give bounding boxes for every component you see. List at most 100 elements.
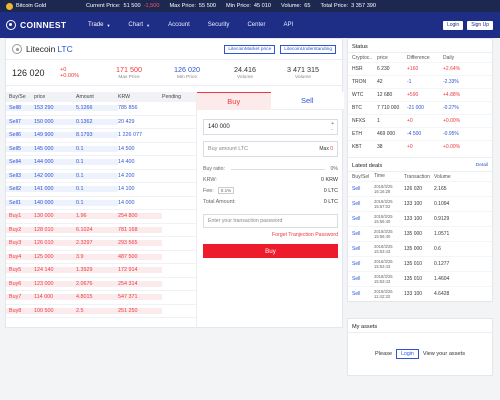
fee-label-group: Fee: 0.1% [203, 187, 235, 194]
buy-order-amount: 3.9 [76, 253, 118, 260]
deal-clock: 15:56:40 [374, 234, 391, 239]
tab-sell[interactable]: Sell [270, 92, 344, 110]
market-price-button[interactable]: LitecoinMarket price [224, 44, 276, 54]
buy-order-row[interactable]: Buy7 114 000 4.8015 547 371 [6, 291, 196, 305]
buy-order-row[interactable]: Buy4 125 000 3.9 487 500 [6, 251, 196, 264]
change-value: +0 [60, 66, 67, 73]
total-volume-stat: 3 471 315 Volume [274, 65, 332, 80]
sell-order-row[interactable]: Sell1 140 000 0.1 14 000 [6, 197, 196, 210]
buy-order-row[interactable]: Buy5 124 140 1.3929 172 914 [6, 264, 196, 278]
sell-order-row[interactable]: Sell6 149 900 8.1793 1 226 077 [6, 129, 196, 143]
sell-order-label: Sell6 [6, 132, 34, 139]
logo[interactable]: COINNEST [6, 20, 88, 30]
nav-account[interactable]: Account [168, 22, 190, 28]
sell-order-row[interactable]: Sell7 150 000 0.1362 20 429 [6, 116, 196, 129]
sell-order-row[interactable]: Sell5 145 000 0.1 14 500 [6, 143, 196, 156]
buy-order-krw: 251 250 [118, 307, 162, 314]
total-price-value: 3 357 390 [351, 3, 377, 9]
krw-value: 0 KRW [321, 177, 338, 183]
price-input[interactable]: 140 000 + - [203, 119, 338, 135]
max-amount[interactable]: Max 0 [319, 146, 333, 152]
forgot-password-link[interactable]: Forget Tranjection Password [271, 232, 338, 238]
status-row[interactable]: TRON 42 -1 -2.33% [348, 75, 492, 88]
sell-order-krw: 14 200 [118, 172, 135, 179]
sell-order-price: 144 000 [34, 159, 76, 166]
logo-text: COINNEST [20, 20, 67, 30]
sell-order-row[interactable]: Sell4 144 000 0.1 14 400 [6, 156, 196, 170]
buy-order-row[interactable]: Buy1 130 000 1.96 254 800 [6, 210, 196, 224]
buy-order-row[interactable]: Buy8 100 500 2.5 251 250 [6, 305, 196, 318]
order-book-header: Buy/Se price Amount KRW Pending [6, 92, 196, 102]
deal-row: Sell 2018/3/25 15:53:43 135 000 0.6 [348, 241, 492, 256]
password-input[interactable]: Enter your transaction password [203, 214, 338, 228]
status-price: 42 [377, 79, 383, 85]
sell-order-amount: 8.1793 [76, 132, 118, 139]
status-price: 1 [377, 118, 380, 124]
login-button[interactable]: Login [442, 20, 464, 30]
buy-order-row[interactable]: Buy3 126 010 2.3297 293 565 [6, 237, 196, 251]
status-price: 6 230 [377, 66, 390, 72]
status-row[interactable]: NFXS 1 +0 +0.00% [348, 114, 492, 127]
nav-security[interactable]: Security [208, 22, 230, 28]
deals-detail-link[interactable]: Detail [475, 163, 488, 168]
buy-order-price: 130 000 [34, 213, 76, 220]
coin-title: Litecoin LTC [26, 44, 73, 54]
tab-buy[interactable]: Buy [197, 92, 271, 110]
nav-center[interactable]: Center [247, 22, 265, 28]
deal-type: Sell [352, 186, 361, 192]
status-price: 12 680 [377, 92, 393, 98]
status-row[interactable]: BTC 7 710 000 -21 000 -0.27% [348, 101, 492, 114]
buy-order-krw: 172 914 [118, 267, 162, 274]
buy-button[interactable]: Buy [203, 244, 338, 258]
status-row[interactable]: KBT 38 +0 +0.00% [348, 140, 492, 153]
deal-row: Sell 2018/3/25 11:42:33 133 100 4.6428 [348, 286, 492, 301]
volume-stat: 24.416 Volume [216, 65, 274, 80]
ratio-value: 0% [330, 166, 339, 172]
deal-volume: 2.165 [434, 186, 447, 192]
deals-header: Buy/Sel Time Transaction Volume [348, 172, 492, 181]
sell-order-row[interactable]: Sell2 141 000 0.1 14 100 [6, 183, 196, 197]
price-stepper[interactable]: + - [331, 121, 334, 133]
buy-order-label: Buy5 [6, 267, 34, 274]
status-row[interactable]: ETH 469 000 -4 500 -0.95% [348, 127, 492, 140]
min-price-stat: 126 020 Min Price [158, 65, 216, 80]
amount-placeholder: Buy amount LTC [208, 146, 249, 152]
amount-input[interactable]: Buy amount LTC Max 0 [203, 141, 338, 157]
col-deal-time: Time [374, 173, 385, 179]
volume-label: Volume: [281, 3, 302, 9]
price-change: +0 +0.00% [60, 67, 100, 79]
deal-volume: 0.9129 [434, 216, 450, 222]
buy-order-row[interactable]: Buy2 128 010 6.1024 781 168 [6, 224, 196, 237]
buy-order-price: 114 000 [34, 294, 76, 301]
signup-button[interactable]: Sign Up [467, 20, 493, 30]
status-row[interactable]: HSR 6 230 +160 +2.64% [348, 62, 492, 75]
deal-date: 2018/3/25 [374, 289, 393, 294]
nav-chart[interactable]: Chart ▼ [128, 22, 150, 28]
col-krw: KRW [118, 94, 131, 100]
sell-order-amount: 0.1 [76, 159, 118, 166]
price-input-value: 140 000 [208, 124, 230, 130]
understanding-button[interactable]: LitecoinUnderstanding [280, 44, 336, 54]
deal-type: Sell [352, 291, 361, 297]
nav-trade[interactable]: Trade ▼ [88, 22, 110, 28]
ratio-slider[interactable] [230, 168, 325, 170]
deal-price: 133 100 [404, 201, 423, 207]
deal-date: 2018/3/25 [374, 229, 393, 234]
nav-api[interactable]: API [283, 22, 293, 28]
min-price-caption: Min Price [177, 75, 197, 80]
status-daily: +0.00% [443, 118, 461, 124]
max-price-stat: 171 500 Max Price [100, 65, 158, 80]
max-price-caption: Max Price [118, 75, 140, 80]
deal-price: 135 010 [404, 261, 423, 267]
buy-order-row[interactable]: Buy6 123 000 2.0676 254 314 [6, 278, 196, 291]
status-row[interactable]: WTC 12 680 +590 +4.88% [348, 88, 492, 101]
buy-order-krw: 547 371 [118, 294, 162, 301]
sell-order-row[interactable]: Sell8 153 290 5.1266 785 856 [6, 102, 196, 116]
col-difference: Difference [407, 54, 430, 61]
fee-line: Fee: 0.1% 0 LTC [203, 187, 338, 194]
sell-order-price: 149 900 [34, 132, 76, 139]
sell-order-row[interactable]: Sell3 142 000 0.1 14 200 [6, 170, 196, 183]
ticker-coin[interactable]: Bitcoin Gold [0, 2, 86, 10]
deal-price: 135 000 [404, 231, 423, 237]
assets-login-button[interactable]: Login [396, 349, 419, 359]
